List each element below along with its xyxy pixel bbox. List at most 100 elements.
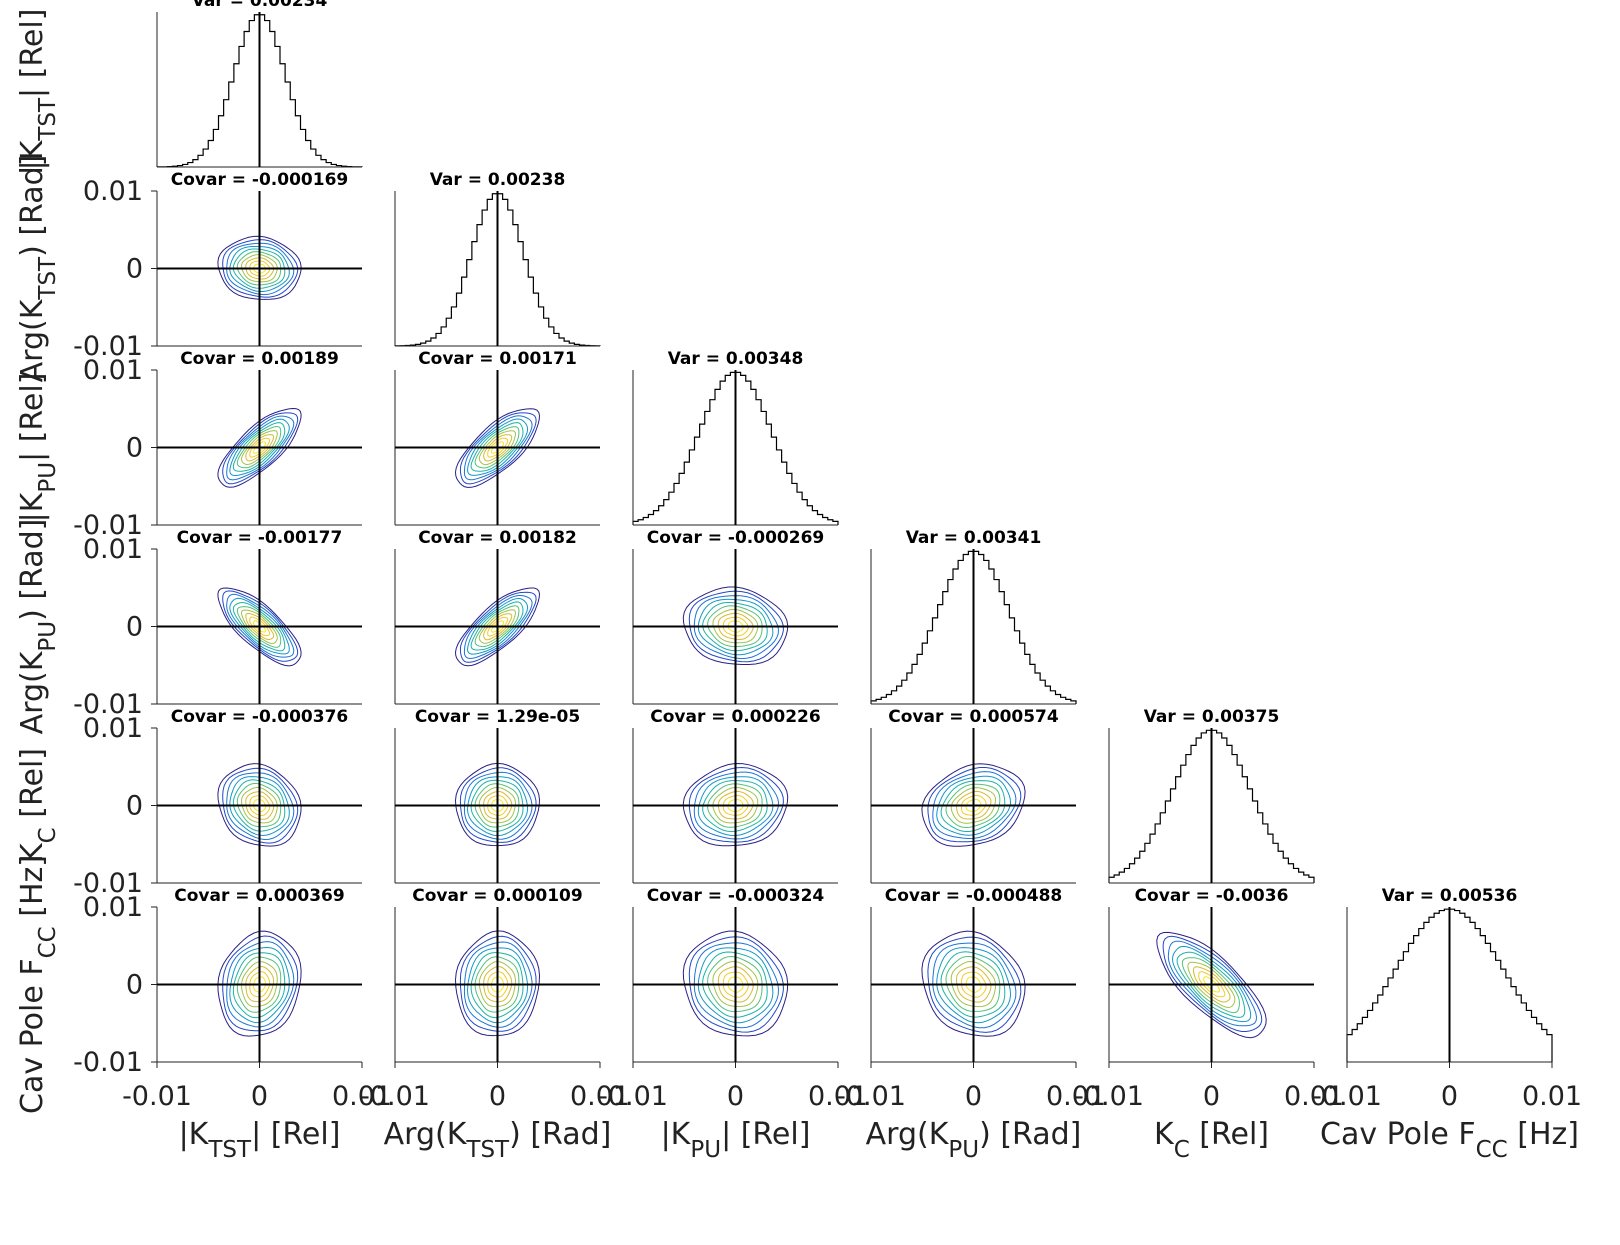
contour-level [252,441,267,454]
contour-level [688,590,784,663]
contour-level [217,235,302,300]
contour-level [927,936,1022,1033]
covariance-title: Covar = 0.00171 [418,349,577,369]
contour-level [487,616,509,637]
contour-level [232,422,286,472]
contour-level [252,620,267,633]
x-tick-label: -0.01 [360,1081,430,1112]
contour-level [712,960,759,1008]
contour-level [1156,931,1267,1039]
contour-level [222,239,299,298]
y-tick-label: -0.01 [73,868,143,899]
x-tick-label: -0.01 [836,1081,906,1112]
contour-level [229,776,290,837]
x-tick-label: 0 [1203,1081,1220,1112]
contour-level [474,605,520,648]
y-tick-label: 0.01 [83,713,143,744]
contour-level [936,775,1012,836]
contour-level [955,790,992,820]
y-tick-label: -0.01 [73,510,143,541]
variance-title: Var = 0.00375 [1144,707,1280,727]
contour-panel-3-1: Covar = 0.00182 [394,528,600,705]
contour-level [217,587,302,667]
contour-level [722,971,749,998]
contour-level [226,772,295,841]
x-tick-label: 0.01 [1284,1081,1344,1112]
covariance-title: Covar = 0.000226 [650,707,820,727]
contour-level [240,609,278,645]
covariance-title: Covar = 0.00189 [180,349,339,369]
contour-level [236,956,282,1013]
contour-level [682,586,789,665]
contour-level [693,942,780,1029]
x-axis-label: KC [Rel] [1154,1117,1269,1163]
x-tick-label: 0 [489,1081,506,1112]
contour-level [1176,951,1246,1018]
contour-level [470,601,524,651]
contour-level [466,418,529,476]
contour-level [717,966,754,1003]
contour-level [466,947,529,1024]
x-tick-label: 0.01 [1046,1081,1106,1112]
contour-level [249,971,271,998]
y-tick-label: 0 [126,791,143,822]
y-tick-label: 0 [126,970,143,1001]
covariance-title: Covar = -0.000269 [647,528,825,548]
variance-title: Var = 0.00341 [906,528,1042,548]
y-axis-label: Arg(KPU) [Rad] [15,519,61,735]
x-axis-label: Arg(KPU) [Rad] [866,1117,1082,1163]
contour-level [688,936,784,1033]
y-axis-label: Arg(KTST) [Rad] [15,155,61,383]
contour-panel-4-1: Covar = 1.29e-05 [394,707,600,884]
y-tick-label: 0 [126,254,143,285]
covariance-title: Covar = -0.000376 [171,707,349,727]
contour-level [222,590,299,662]
contour-level [249,616,271,637]
contour-level [1203,976,1220,993]
contour-level [226,415,295,481]
contour-level [940,780,1006,832]
contour-level [1171,945,1252,1023]
contour-level [491,620,505,633]
contour-level [1198,971,1226,998]
contour-level [229,246,290,292]
contour-level [459,412,537,485]
contour-level [927,767,1022,843]
contour-level [245,965,275,1003]
x-tick-label: 0.01 [332,1081,392,1112]
hist-panel-3: Var = 0.00341 [870,528,1077,705]
contour-panel-4-2: Covar = 0.000226 [632,707,838,884]
x-tick-label: 0 [727,1081,744,1112]
contour-level [249,795,271,817]
contour-level [1167,940,1258,1027]
y-tick-label: 0.01 [83,892,143,923]
covariance-title: Covar = -0.000324 [647,886,825,906]
x-tick-label: -0.01 [598,1081,668,1112]
x-axis-label: Cav Pole FCC [Hz] [1320,1117,1579,1163]
x-axis-label: |KTST| [Rel] [179,1117,341,1163]
contour-level [965,976,982,993]
y-tick-label: 0 [126,612,143,643]
contour-panel-3-2: Covar = -0.000269 [632,528,838,705]
contour-panel-4-0: Covar = -0.000376 [156,707,362,884]
contour-level [717,790,754,820]
contour-level [236,783,282,828]
x-tick-label: 0.01 [808,1081,868,1112]
contour-level [932,942,1017,1029]
contour-level [226,941,295,1028]
covariance-title: Covar = 0.00182 [418,528,577,548]
contour-level [707,955,763,1013]
x-tick-label: 0 [1441,1081,1458,1112]
covariance-title: Covar = -0.000488 [885,886,1063,906]
contour-panel-2-0: Covar = 0.00189 [156,349,362,526]
contour-level [697,947,774,1024]
contour-level [950,787,997,824]
x-tick-label: -0.01 [1074,1081,1144,1112]
contour-level [245,612,275,640]
contour-level [222,412,299,485]
variance-title: Var = 0.00238 [430,170,566,190]
contour-level [232,602,286,652]
contour-level [682,930,789,1037]
contour-level [236,606,282,648]
